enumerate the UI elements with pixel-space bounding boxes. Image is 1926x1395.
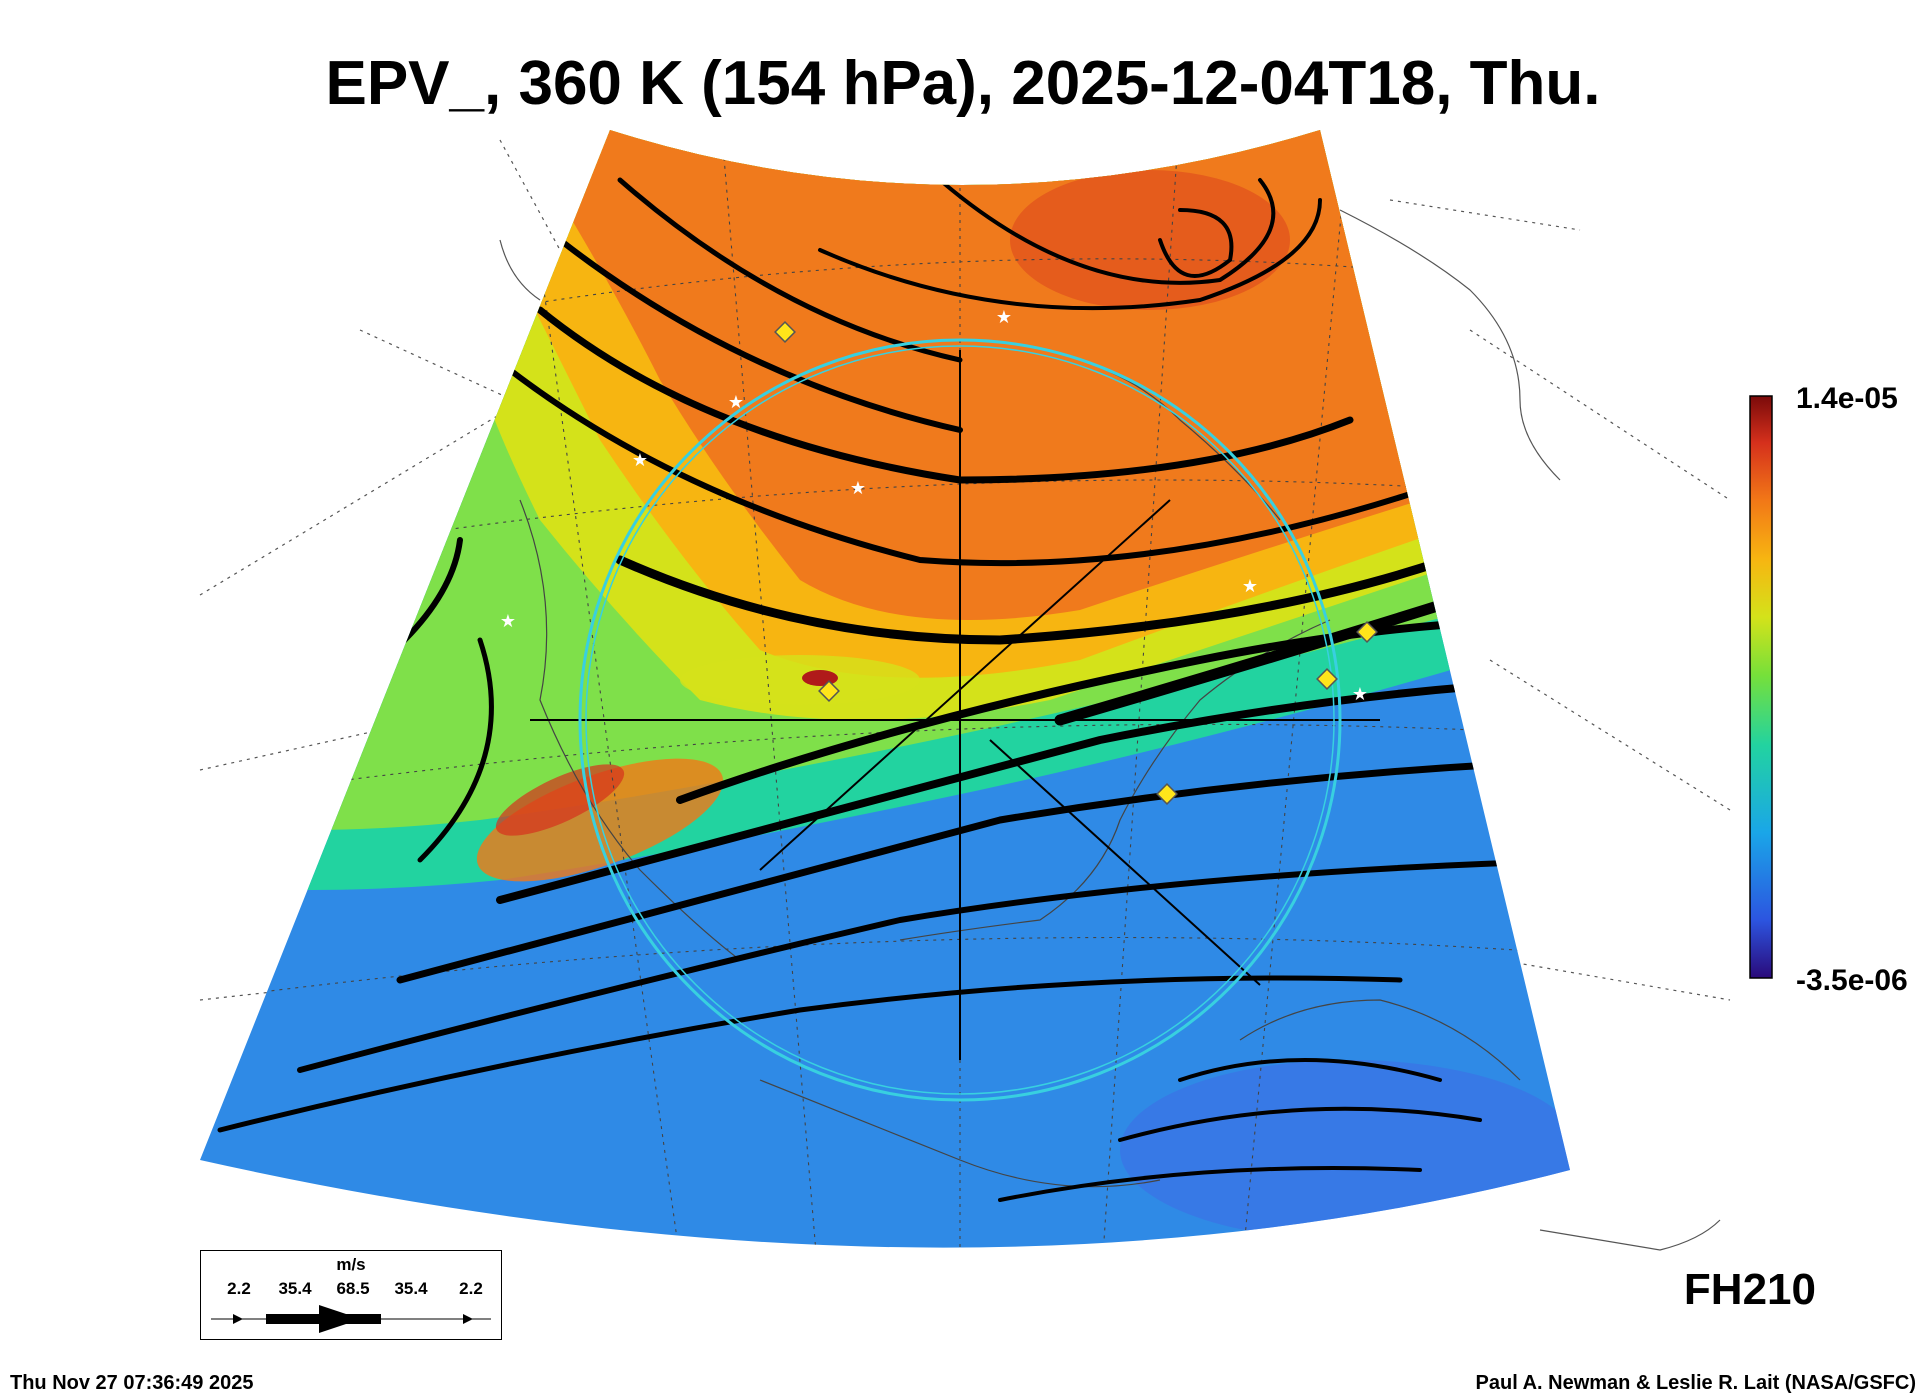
footer-timestamp: Thu Nov 27 07:36:49 2025 — [10, 1372, 254, 1394]
center-crosshair — [530, 350, 1380, 1060]
outer-coastlines — [499, 209, 1721, 1251]
colorbar — [1749, 395, 1773, 979]
epv-field: ★ ★ ★ ★ ★ ★ ★ ★ ★ — [200, 130, 1570, 1248]
wind-speed-legend: m/s 2.2 35.4 68.5 35.4 2.2 — [200, 1250, 502, 1340]
map-title: EPV_, 360 K (154 hPa), 2025-12-04T18, Th… — [325, 49, 1601, 118]
svg-text:★: ★ — [1466, 526, 1482, 547]
svg-text:★: ★ — [850, 478, 866, 499]
legend-value: 2.2 — [459, 1279, 483, 1298]
svg-text:★: ★ — [500, 611, 516, 632]
svg-text:★: ★ — [728, 392, 744, 413]
colorbar-max-label: 1.4e-05 — [1796, 382, 1898, 415]
legend-value: 2.2 — [227, 1279, 251, 1298]
svg-text:★: ★ — [1352, 684, 1368, 705]
range-ring — [578, 338, 1342, 1102]
station-markers — [774, 321, 1378, 805]
legend-value: 35.4 — [394, 1279, 428, 1298]
star-outline-marker: ★ — [1458, 310, 1474, 331]
forecast-hour: FH210 — [1683, 1265, 1816, 1314]
svg-text:★: ★ — [1242, 576, 1258, 597]
svg-text:★: ★ — [996, 307, 1012, 328]
footer-credit: Paul A. Newman & Leslie R. Lait (NASA/GS… — [1475, 1372, 1916, 1394]
svg-text:★: ★ — [632, 450, 648, 471]
legend-value: 68.5 — [336, 1279, 370, 1298]
range-ring-inner — [585, 345, 1335, 1095]
legend-arrow-scale — [211, 1305, 491, 1333]
legend-units: m/s — [336, 1255, 366, 1274]
legend-value: 35.4 — [278, 1279, 312, 1298]
colorbar-min-label: -3.5e-06 — [1796, 964, 1908, 997]
